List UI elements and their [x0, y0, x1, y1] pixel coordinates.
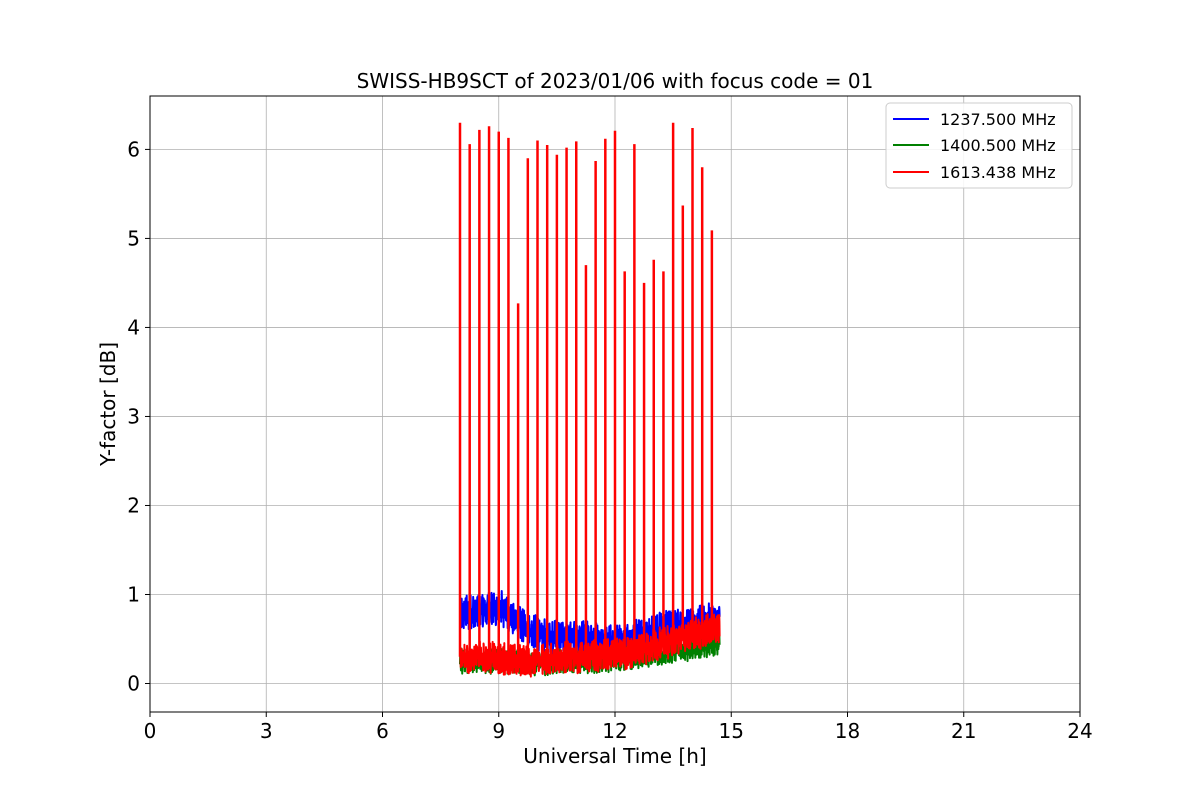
x-tick-label: 24 [1067, 719, 1092, 743]
legend-label-1237: 1237.500 MHz [940, 110, 1056, 129]
y-tick-label: 3 [127, 404, 140, 428]
x-tick-label: 15 [719, 719, 744, 743]
legend: 1237.500 MHz 1400.500 MHz 1613.438 MHz [885, 102, 1073, 189]
y-tick-label: 2 [127, 493, 140, 517]
y-axis-label: Y-factor [dB] [96, 342, 120, 467]
x-tick-label: 21 [951, 719, 976, 743]
x-tick-label: 9 [492, 719, 505, 743]
x-axis-label: Universal Time [h] [523, 744, 706, 768]
x-tick-label: 0 [144, 719, 157, 743]
y-tick-label: 0 [127, 672, 140, 696]
legend-box [885, 102, 1073, 189]
chart-title: SWISS-HB9SCT of 2023/01/06 with focus co… [357, 69, 874, 93]
x-tick-label: 3 [260, 719, 273, 743]
legend-label-1613: 1613.438 MHz [940, 163, 1056, 182]
y-tick-label: 1 [127, 582, 140, 606]
series-layer [458, 122, 721, 678]
y-tick-label: 4 [127, 315, 140, 339]
x-tick-label: 18 [835, 719, 860, 743]
y-tick-label: 5 [127, 226, 140, 250]
series-2 [458, 122, 721, 678]
y-tick-label: 6 [127, 137, 140, 161]
x-tick-label: 12 [602, 719, 627, 743]
x-tick-label: 6 [376, 719, 389, 743]
series-0 [459, 589, 721, 662]
legend-label-1400: 1400.500 MHz [940, 136, 1056, 155]
series-line [459, 613, 721, 678]
series-line [459, 589, 721, 662]
